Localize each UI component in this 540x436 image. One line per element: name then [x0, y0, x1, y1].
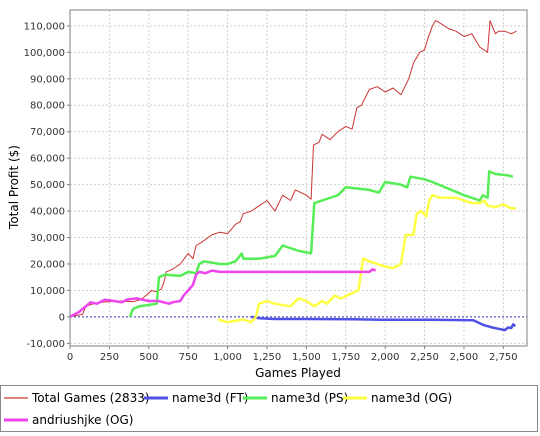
plot-area: [70, 10, 527, 346]
y-tick-label: 20,000: [30, 259, 65, 270]
x-tick-label: 2,250: [410, 352, 439, 363]
y-tick-label: 30,000: [30, 233, 65, 244]
x-axis-title: Games Played: [255, 366, 341, 380]
x-tick-label: 2,000: [371, 352, 400, 363]
y-tick-label: 60,000: [30, 154, 65, 165]
series-line-5: [69, 268, 377, 318]
y-tick-label: 40,000: [30, 207, 65, 218]
legend-box: [0, 385, 538, 432]
y-tick-label: 0: [59, 312, 65, 323]
x-tick-label: 1,750: [331, 352, 360, 363]
y-tick-label: 90,000: [30, 74, 65, 85]
legend-label-1: Total Games (2833): [31, 391, 150, 405]
series-line-2: [250, 315, 517, 332]
x-tick-label: 1,500: [292, 352, 321, 363]
x-tick-label: 500: [139, 352, 158, 363]
x-tick-label: 750: [179, 352, 198, 363]
plot-background: [70, 10, 527, 346]
legend-label-2: name3d (FT): [172, 391, 248, 405]
y-tick-label: 100,000: [24, 48, 65, 59]
x-tick-label: 1,000: [213, 352, 242, 363]
series-line-4: [217, 193, 516, 324]
y-tick-label: 80,000: [30, 101, 65, 112]
x-tick-label: 1,250: [253, 352, 282, 363]
legend-label-5: andriushjke (OG): [32, 413, 133, 427]
x-tick-label: 0: [67, 352, 73, 363]
x-tick-label: 250: [100, 352, 119, 363]
legend-label-4: name3d (OG): [371, 391, 452, 405]
y-tick-label: -10,000: [26, 339, 65, 350]
series-line-1: [69, 20, 517, 318]
x-tick-label: 2,750: [489, 352, 518, 363]
y-tick-label: 70,000: [30, 127, 65, 138]
legend: Total Games (2833) name3d (FT) name3d (PS)…: [0, 385, 538, 432]
series-layer: [69, 20, 517, 332]
y-tick-label: 50,000: [30, 180, 65, 191]
y-axis-title: Total Profit ($): [7, 145, 21, 230]
axes: -10,000010,00020,00030,00040,00050,00060…: [24, 9, 528, 363]
legend-label-3: name3d (PS): [271, 391, 348, 405]
y-tick-label: 10,000: [30, 286, 65, 297]
x-tick-label: 2,500: [450, 352, 479, 363]
series-line-3: [128, 170, 514, 318]
plot-border: [69, 9, 528, 347]
y-tick-label: 110,000: [24, 21, 65, 32]
